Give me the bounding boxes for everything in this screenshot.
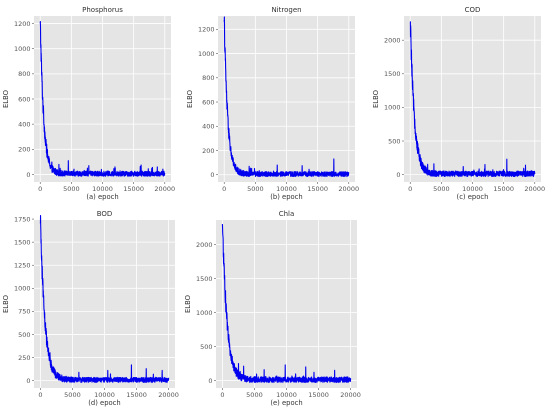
subplot-4: 0 5000 10000 15000 20000 0 500 1000 1500 2000 Chla… (184, 210, 361, 407)
y-tick-label: 1200 (14, 20, 31, 28)
x-tick-label: 5000 (433, 185, 450, 193)
y-tick-label: 0 (208, 377, 212, 385)
x-tick-label: 5000 (247, 185, 264, 193)
x-tick-label: 20000 (524, 185, 545, 193)
x-tick-label: 20000 (158, 391, 179, 399)
x-tick-label: 0 (222, 185, 226, 193)
y-tick-label: 600 (202, 98, 214, 106)
x-tick-label: 15000 (308, 391, 329, 399)
x-axis-label: (c) epoch (457, 193, 489, 201)
y-tick-label: 1250 (14, 262, 31, 270)
x-tick-label: 0 (38, 391, 42, 399)
x-tick-label: 15000 (493, 185, 514, 193)
elbo-series-line (221, 224, 352, 383)
y-axis-label: ELBO (186, 90, 194, 108)
y-tick-label: 800 (18, 70, 30, 78)
y-tick-label: 1750 (14, 215, 31, 223)
y-tick-label: 500 (18, 331, 30, 339)
y-axis-label: ELBO (2, 295, 10, 313)
y-tick-label: 600 (18, 95, 30, 103)
x-tick-label: 10000 (276, 185, 297, 193)
y-tick-label: 500 (200, 343, 212, 351)
y-tick-label: 0 (396, 171, 400, 179)
subplot-title: COD (465, 6, 481, 14)
y-tick-label: 800 (202, 74, 214, 82)
y-tick-label: 1200 (198, 26, 215, 34)
x-tick-label: 15000 (123, 185, 144, 193)
x-tick-label: 0 (38, 185, 42, 193)
x-tick-label: 0 (408, 185, 412, 193)
subplot-title: Nitrogen (271, 6, 301, 14)
subplot-0: 0 5000 10000 15000 20000 0 200 400 600 800 1000 120… (2, 6, 175, 201)
subplot-2: 0 5000 10000 15000 20000 0 500 1000 1500 2000 COD (… (372, 6, 545, 201)
x-tick-label: 5000 (64, 391, 81, 399)
x-axis-label: (a) epoch (86, 193, 118, 201)
y-tick-label: 2000 (384, 36, 401, 44)
x-tick-label: 20000 (154, 185, 175, 193)
x-tick-label: 0 (220, 391, 224, 399)
y-tick-label: 1000 (198, 50, 215, 58)
y-tick-label: 1000 (384, 104, 401, 112)
y-tick-label: 200 (18, 146, 30, 154)
y-tick-label: 400 (18, 120, 30, 128)
y-tick-label: 0 (26, 377, 30, 385)
y-tick-label: 1500 (384, 70, 401, 78)
y-tick-label: 0 (210, 171, 214, 179)
y-axis-label: ELBO (2, 90, 10, 108)
subplot-title: Phosphorus (82, 6, 123, 14)
elbo-series-line (409, 21, 536, 178)
subplot-title: Chla (279, 210, 295, 218)
x-axis-label: (b) epoch (270, 193, 302, 201)
x-tick-label: 5000 (63, 185, 80, 193)
y-tick-label: 0 (26, 171, 30, 179)
subplot-1: 0 5000 10000 15000 20000 0 200 400 600 800 1000 120… (186, 6, 359, 201)
x-axis-label: (e) epoch (270, 399, 302, 407)
x-tick-label: 10000 (94, 391, 115, 399)
y-tick-label: 250 (18, 354, 30, 362)
x-tick-label: 10000 (92, 185, 113, 193)
x-tick-label: 15000 (126, 391, 147, 399)
y-axis-label: ELBO (184, 295, 192, 313)
y-tick-label: 1000 (14, 45, 31, 53)
x-tick-label: 15000 (307, 185, 328, 193)
x-tick-label: 5000 (246, 391, 263, 399)
x-tick-label: 10000 (276, 391, 297, 399)
y-axis-label: ELBO (372, 90, 380, 108)
elbo-series-line (39, 215, 170, 383)
y-tick-label: 1000 (14, 285, 31, 293)
elbo-series-line (223, 16, 350, 177)
y-tick-label: 200 (202, 147, 214, 155)
y-tick-label: 1500 (14, 238, 31, 246)
y-tick-label: 2000 (196, 241, 213, 249)
y-tick-label: 1000 (196, 309, 213, 317)
y-tick-label: 400 (202, 123, 214, 131)
y-tick-label: 500 (388, 137, 400, 145)
x-tick-label: 20000 (338, 185, 359, 193)
subplot-title: BOD (97, 210, 113, 218)
x-axis-label: (d) epoch (88, 399, 120, 407)
subplot-3: 0 5000 10000 15000 20000 0 250 500 750 1000 1250 15… (2, 210, 179, 407)
y-tick-label: 750 (18, 308, 30, 316)
elbo-series-line (39, 21, 166, 177)
y-tick-label: 1500 (196, 275, 213, 283)
x-tick-label: 10000 (462, 185, 483, 193)
x-tick-label: 20000 (340, 391, 361, 399)
